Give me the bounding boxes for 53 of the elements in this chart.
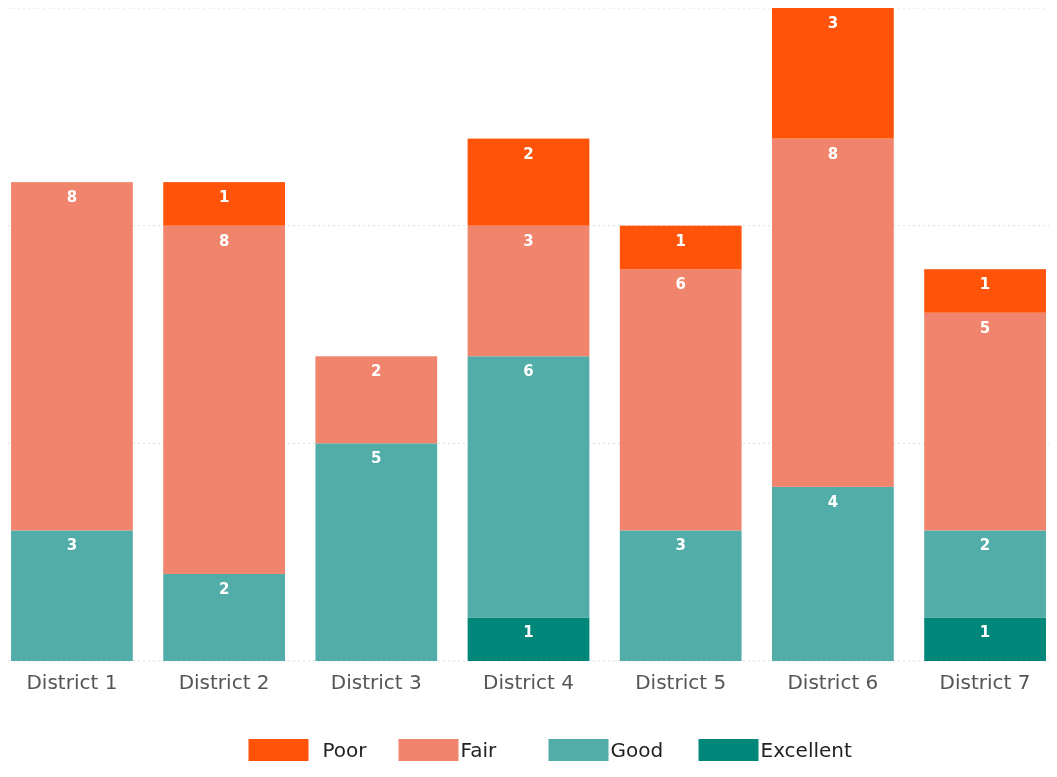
data-label: 6: [675, 275, 686, 294]
bar: [467, 225, 590, 357]
bar: [772, 8, 894, 139]
bar: [619, 269, 742, 531]
data-label: 2: [371, 362, 382, 381]
bar: [467, 356, 590, 618]
bar: [467, 617, 590, 661]
bar: [163, 573, 285, 661]
data-label: 1: [523, 623, 534, 642]
bar: [924, 617, 1046, 661]
x-tick-label: District 4: [483, 670, 574, 694]
x-tick-label: District 1: [26, 670, 118, 694]
data-label: 3: [66, 536, 78, 555]
bar: [619, 225, 742, 270]
data-label: 4: [827, 492, 839, 511]
data-label: 3: [523, 231, 534, 250]
bar: [163, 182, 285, 226]
bar: [315, 356, 438, 444]
data-label: 1: [979, 623, 991, 642]
data-label: 5: [371, 449, 382, 468]
x-tick-label: District 6: [787, 670, 879, 694]
bar: [619, 530, 742, 661]
bar: [772, 138, 894, 487]
x-tick-label: District 3: [330, 670, 422, 694]
x-tick-label: District 5: [635, 670, 727, 694]
bar: [315, 443, 438, 661]
bar: [11, 530, 133, 661]
legend-label: Fair: [460, 738, 497, 762]
bar: [467, 138, 590, 226]
legend-label: Poor: [322, 738, 368, 762]
legend-label: Excellent: [760, 738, 853, 762]
data-label: 8: [827, 144, 839, 163]
legend-label: Good: [610, 738, 664, 762]
data-label: 1: [218, 188, 230, 207]
data-label: 3: [827, 14, 839, 32]
data-label: 3: [675, 536, 686, 555]
bar: [11, 182, 133, 531]
data-label: 2: [218, 579, 230, 598]
data-label: 1: [979, 275, 991, 294]
data-label: 1: [675, 231, 686, 250]
x-tick-label: District 2: [178, 670, 270, 694]
data-label: 2: [523, 144, 534, 163]
data-label: 6: [523, 362, 534, 381]
bar: [924, 530, 1046, 618]
data-label: 2: [979, 536, 991, 555]
bar: [772, 486, 894, 661]
data-label: 5: [979, 318, 991, 337]
bar: [924, 312, 1046, 531]
bar: [163, 225, 285, 574]
bar: [924, 269, 1046, 313]
x-tick-label: District 7: [939, 670, 1031, 694]
data-label: 8: [66, 188, 78, 207]
data-label: 8: [218, 231, 230, 250]
